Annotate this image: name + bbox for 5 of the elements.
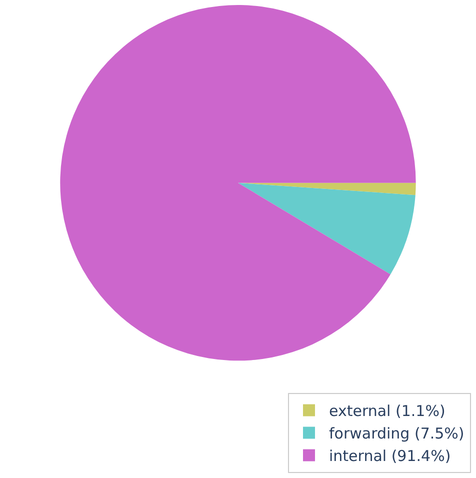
pie-slice — [238, 182, 416, 274]
pie-slice — [60, 5, 416, 361]
legend-label: internal (91.4%) — [329, 447, 451, 466]
legend-label: forwarding (7.5%) — [329, 424, 464, 443]
legend-label: external (1.1%) — [329, 402, 446, 420]
